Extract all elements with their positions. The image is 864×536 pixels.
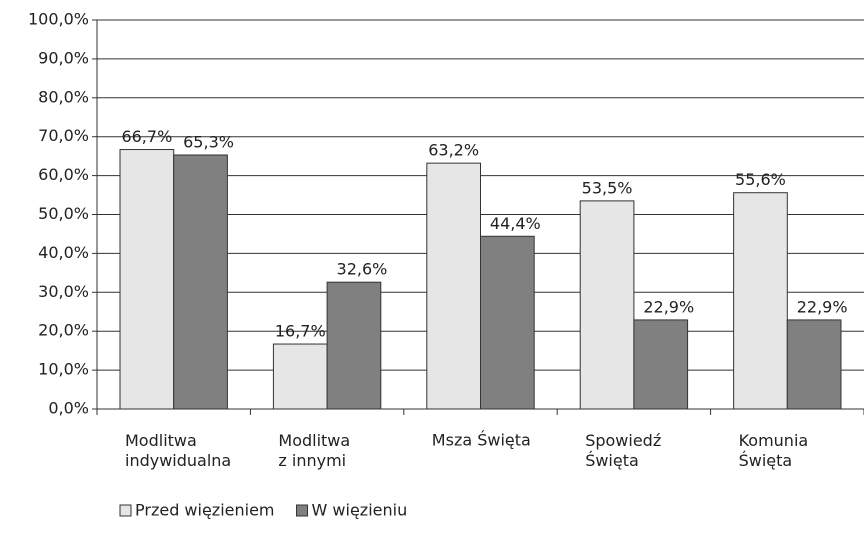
legend-label: W więzieniu <box>312 501 408 520</box>
legend-swatch <box>119 504 132 517</box>
bar <box>272 343 328 410</box>
y-tick-label: 50,0% <box>38 204 89 223</box>
bar <box>119 149 175 410</box>
y-tick-label: 0,0% <box>48 399 89 418</box>
y-tick-label: 100,0% <box>28 10 89 29</box>
bar <box>480 235 535 410</box>
bar <box>786 319 842 410</box>
y-tick-label: 20,0% <box>38 321 89 340</box>
bar <box>733 192 788 410</box>
value-label: 22,9% <box>797 297 848 316</box>
x-tick-label: Modlitwa indywidualna <box>125 431 231 470</box>
x-tick-label: Spowiedź Święta <box>585 431 661 470</box>
value-label: 16,7% <box>275 322 326 341</box>
legend-swatch <box>296 504 309 517</box>
value-label: 65,3% <box>183 132 234 151</box>
bar <box>326 281 382 410</box>
value-label: 44,4% <box>490 214 541 233</box>
y-tick-label: 90,0% <box>38 48 89 67</box>
y-tick-label: 70,0% <box>38 126 89 145</box>
value-label: 53,5% <box>582 178 633 197</box>
y-tick-label: 80,0% <box>38 87 89 106</box>
legend-label: Przed więzieniem <box>135 501 275 520</box>
y-tick-label: 40,0% <box>38 243 89 262</box>
bar <box>173 154 228 410</box>
x-tick-label: Msza Święta <box>432 431 531 450</box>
value-label: 66,7% <box>121 127 172 146</box>
y-tick-label: 10,0% <box>38 360 89 379</box>
value-label: 55,6% <box>735 170 786 189</box>
bar <box>633 319 689 410</box>
y-tick-label: 30,0% <box>38 282 89 301</box>
bar <box>579 200 635 410</box>
value-label: 32,6% <box>337 260 388 279</box>
value-label: 63,2% <box>428 141 479 160</box>
value-label: 22,9% <box>643 297 694 316</box>
x-tick-label: Komunia Święta <box>739 431 809 470</box>
x-tick-label: Modlitwa z innymi <box>278 431 350 470</box>
y-tick-label: 60,0% <box>38 165 89 184</box>
bar <box>426 162 481 410</box>
